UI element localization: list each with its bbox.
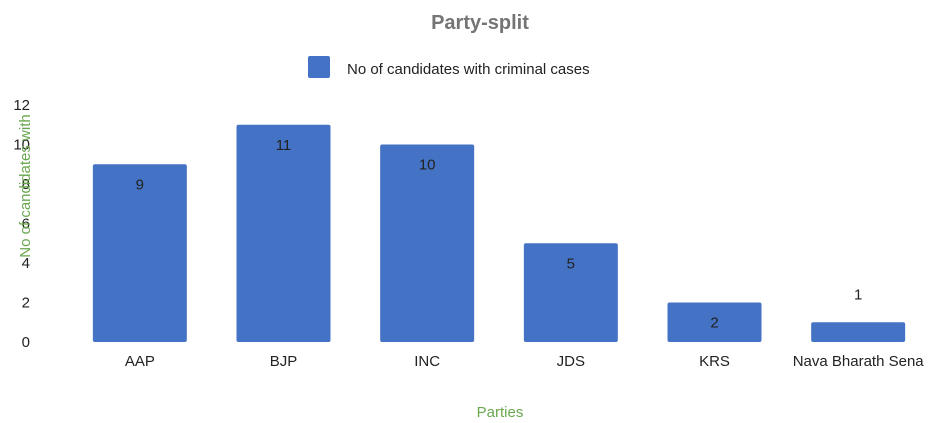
y-tick-label: 4 xyxy=(22,255,30,272)
data-label: 5 xyxy=(567,255,575,272)
y-tick-label: 6 xyxy=(22,216,30,233)
chart-title: Party-split xyxy=(431,12,529,34)
y-tick-label: 8 xyxy=(22,176,30,193)
data-label: 11 xyxy=(276,137,292,154)
y-tick-label: 10 xyxy=(13,137,30,154)
bar xyxy=(523,243,618,342)
bars: 9 11 10 5 2 1 xyxy=(92,124,906,342)
x-tick-label: AAP xyxy=(125,353,155,370)
legend-swatch xyxy=(308,56,330,78)
x-tick-label: KRS xyxy=(699,353,730,370)
y-tick-label: 2 xyxy=(22,295,30,312)
x-tick-label: BJP xyxy=(270,353,298,370)
legend-label: No of candidates with criminal cases xyxy=(347,61,590,78)
y-tick-label: 0 xyxy=(22,334,30,351)
x-tick-label: JDS xyxy=(557,353,585,370)
bar xyxy=(811,322,906,342)
y-axis-title: No of candidates with xyxy=(17,114,34,257)
legend: No of candidates with criminal cases xyxy=(308,56,590,78)
data-label: 10 xyxy=(419,157,436,174)
data-label: 9 xyxy=(136,176,144,193)
data-label: 2 xyxy=(710,315,718,332)
data-label: 1 xyxy=(854,286,862,303)
x-tick-label: INC xyxy=(414,353,440,370)
x-tick-label: Nava Bharath Sena xyxy=(793,353,925,370)
x-axis-title: Parties xyxy=(477,404,524,421)
bar xyxy=(380,144,475,342)
x-axis-ticks: AAP BJP INC JDS KRS Nava Bharath Sena xyxy=(125,353,924,370)
bar xyxy=(236,124,331,342)
y-axis-ticks: 0 2 4 6 8 10 12 xyxy=(13,97,30,351)
bar xyxy=(667,302,762,342)
bar xyxy=(92,164,187,342)
y-tick-label: 12 xyxy=(13,97,30,114)
